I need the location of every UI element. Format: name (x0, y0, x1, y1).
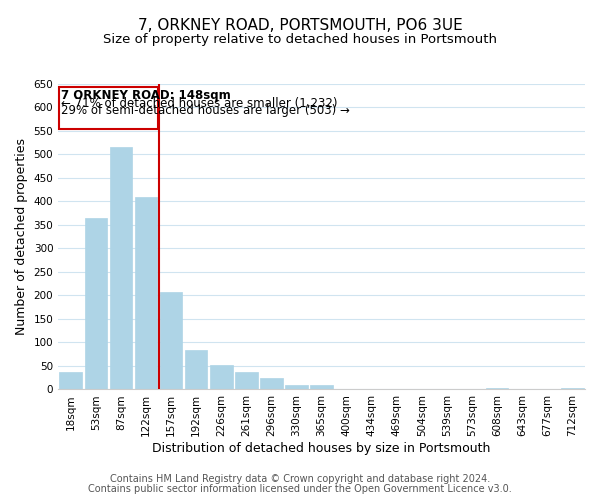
Bar (160, 292, 182, 390)
Bar (310, 385, 333, 390)
Bar (59, 372, 82, 390)
Text: Size of property relative to detached houses in Portsmouth: Size of property relative to detached ho… (103, 32, 497, 46)
Bar (235, 372, 257, 390)
Text: 7, ORKNEY ROAD, PORTSMOUTH, PO6 3UE: 7, ORKNEY ROAD, PORTSMOUTH, PO6 3UE (137, 18, 463, 32)
Bar (185, 350, 208, 390)
Bar (260, 378, 283, 390)
Text: 7 ORKNEY ROAD: 148sqm: 7 ORKNEY ROAD: 148sqm (61, 89, 230, 102)
Bar (134, 197, 157, 390)
Bar (561, 388, 584, 390)
Bar (486, 388, 508, 390)
Y-axis label: Number of detached properties: Number of detached properties (15, 138, 28, 335)
Bar (210, 364, 233, 390)
X-axis label: Distribution of detached houses by size in Portsmouth: Distribution of detached houses by size … (152, 442, 491, 455)
Bar (110, 148, 132, 390)
Bar (285, 385, 308, 390)
Text: Contains HM Land Registry data © Crown copyright and database right 2024.: Contains HM Land Registry data © Crown c… (110, 474, 490, 484)
FancyBboxPatch shape (59, 88, 158, 128)
Text: Contains public sector information licensed under the Open Government Licence v3: Contains public sector information licen… (88, 484, 512, 494)
Text: ← 71% of detached houses are smaller (1,232): ← 71% of detached houses are smaller (1,… (61, 96, 337, 110)
Bar (85, 218, 107, 390)
Text: 29% of semi-detached houses are larger (503) →: 29% of semi-detached houses are larger (… (61, 104, 350, 117)
